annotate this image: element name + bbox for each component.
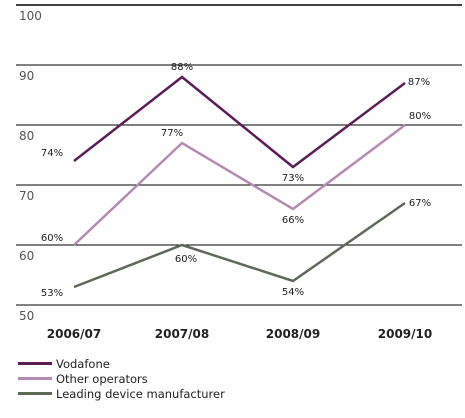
data-label-other-operators-1: 77% <box>161 128 183 139</box>
grid-layer <box>16 4 462 306</box>
legend-label-vodafone: Vodafone <box>56 356 110 371</box>
y-tick-label-90: 90 <box>19 69 34 83</box>
legend-item-vodafone: Vodafone <box>18 356 225 371</box>
data-labels: 74% 88% 73% 87% 60% 77% 66% 80% 53% 60% 54% 67% <box>41 62 431 299</box>
legend-label-leading-device-manufacturer: Leading device manufacturer <box>56 386 225 401</box>
data-label-vodafone-2: 73% <box>282 173 304 184</box>
y-tick-label-80: 80 <box>19 129 34 143</box>
y-tick-label-70: 70 <box>19 189 34 203</box>
data-label-leading-device-manufacturer-0: 53% <box>41 288 63 299</box>
legend-swatch-other-operators <box>18 377 52 380</box>
data-label-vodafone-3: 87% <box>408 77 430 88</box>
series-line-vodafone <box>73 75 406 169</box>
data-label-leading-device-manufacturer-2: 54% <box>282 287 304 298</box>
data-label-leading-device-manufacturer-1: 60% <box>175 254 197 265</box>
legend-item-leading-device-manufacturer: Leading device manufacturer <box>18 386 225 401</box>
x-tick-label-2008-09: 2008/09 <box>266 327 320 341</box>
x-tick-label-2006-07: 2006/07 <box>47 327 101 341</box>
x-tick-labels: 2006/07 2007/08 2008/09 2009/10 <box>47 327 432 341</box>
data-label-other-operators-3: 80% <box>409 111 431 122</box>
data-label-leading-device-manufacturer-3: 67% <box>409 198 431 209</box>
series-lines <box>73 75 406 289</box>
y-tick-labels: 50 60 70 80 90 100 <box>19 9 42 323</box>
y-tick-label-100: 100 <box>19 9 42 23</box>
series-line-other-operators <box>73 124 406 246</box>
data-label-vodafone-1: 88% <box>171 62 193 73</box>
data-label-other-operators-0: 60% <box>41 233 63 244</box>
legend-label-other-operators: Other operators <box>56 371 148 386</box>
y-tick-label-50: 50 <box>19 309 34 323</box>
data-label-vodafone-0: 74% <box>41 148 63 159</box>
legend-swatch-leading-device-manufacturer <box>18 392 52 395</box>
x-tick-label-2009-10: 2009/10 <box>378 327 432 341</box>
y-tick-label-60: 60 <box>19 249 34 263</box>
legend-item-other-operators: Other operators <box>18 371 225 386</box>
series-line-leading-device-manufacturer <box>73 201 406 289</box>
data-label-other-operators-2: 66% <box>282 215 304 226</box>
legend: Vodafone Other operators Leading device … <box>18 356 225 401</box>
legend-swatch-vodafone <box>18 362 52 365</box>
x-tick-label-2007-08: 2007/08 <box>155 327 209 341</box>
